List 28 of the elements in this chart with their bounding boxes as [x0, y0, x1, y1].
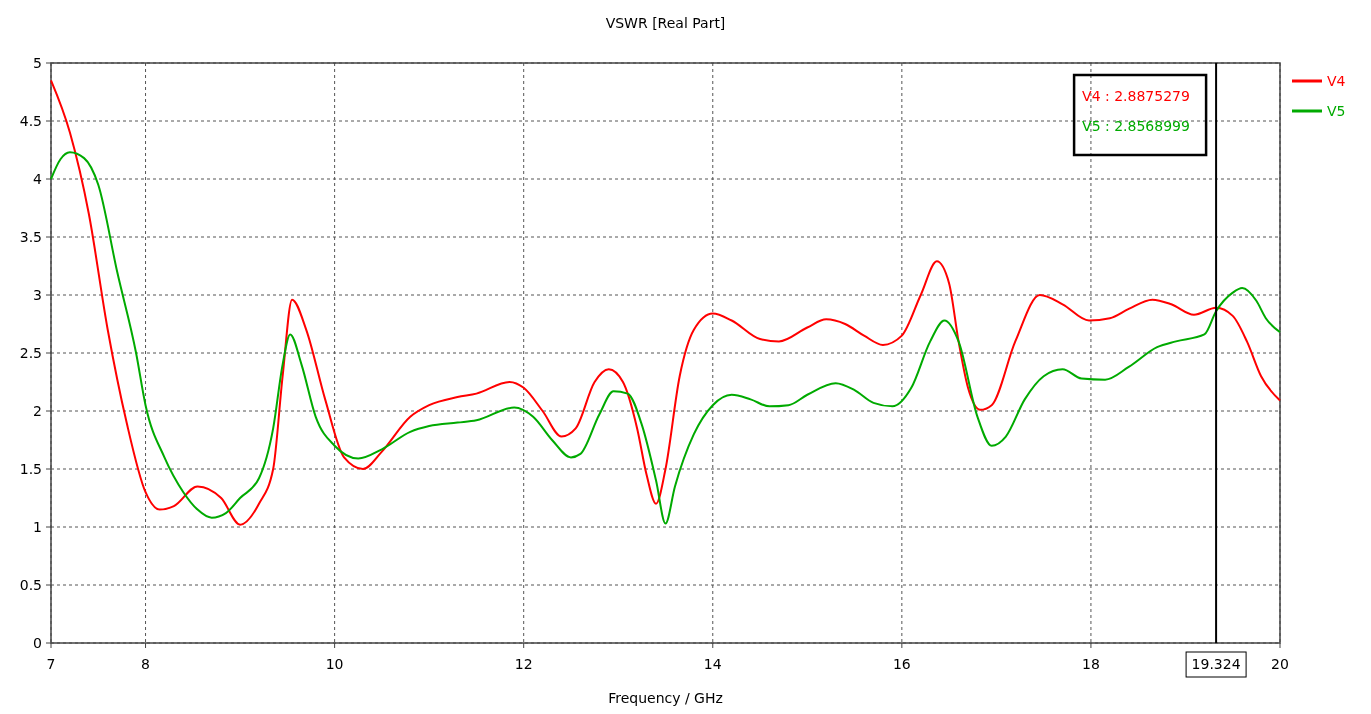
y-tick-label: 1 [33, 518, 42, 535]
y-tick-label: 4 [33, 170, 43, 187]
y-tick-label: 2 [33, 402, 42, 419]
y-tick-label: 0 [33, 634, 42, 651]
annotation: V4 : 2.8875279 [1082, 88, 1190, 104]
y-tick-label: 3 [33, 286, 42, 303]
y-tick-label: 5 [33, 54, 42, 71]
y-tick-label: 4.5 [19, 112, 42, 129]
x-tick-label: 20 [1271, 656, 1289, 672]
y-tick-label: 0.5 [19, 576, 42, 593]
y-tick-label: 1.5 [19, 460, 42, 477]
legend-label: V4 [1327, 72, 1346, 89]
x-axis-title: Frequency / GHz [608, 690, 723, 706]
y-tick-label: 3.5 [19, 228, 42, 245]
x-tick-label: 16 [892, 656, 911, 672]
y-tick-label: 2.5 [19, 344, 42, 361]
x-tick-label: 10 [325, 656, 344, 672]
ref-line-label: 19.324 [1191, 656, 1241, 672]
line-series [50, 151, 1281, 525]
legend-label: V5 [1327, 102, 1346, 119]
x-tick-label: 8 [141, 656, 150, 672]
x-tick-label: 12 [514, 656, 533, 672]
annotation: V5 : 2.8568999 [1082, 118, 1190, 134]
line-series [50, 79, 1281, 526]
chart-title: VSWR [Real Part] [605, 15, 726, 31]
x-tick-label: 7 [46, 656, 56, 672]
x-tick-label: 14 [703, 656, 722, 672]
x-tick-label: 18 [1082, 656, 1100, 672]
